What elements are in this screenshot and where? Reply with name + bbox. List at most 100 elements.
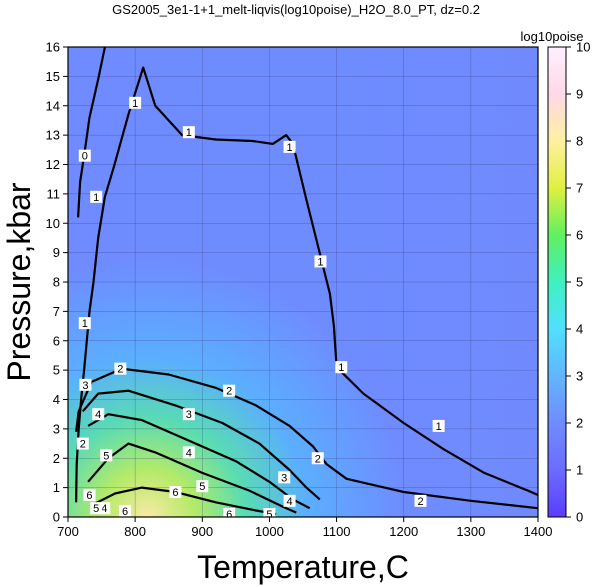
contour-label-box bbox=[129, 96, 142, 109]
contour-label-box bbox=[182, 126, 195, 139]
contour-label-box bbox=[335, 361, 348, 374]
contour-label-box bbox=[283, 494, 296, 507]
colorbar-tick-label: 0 bbox=[576, 510, 583, 525]
contour-label-text: 2 bbox=[417, 496, 423, 508]
contour-label-box bbox=[182, 446, 195, 459]
contour-label-text: 1 bbox=[287, 142, 293, 154]
y-tick-label: 12 bbox=[46, 157, 60, 172]
contour-label-box bbox=[90, 190, 103, 203]
colorbar-ticks: 0 1 2 3 4 5 6 7 8 9 10 bbox=[566, 40, 590, 525]
contour-label-box bbox=[90, 502, 103, 515]
y-tick-label: 15 bbox=[46, 69, 60, 84]
contour-label-box bbox=[79, 378, 92, 391]
y-axis-label: Pressure,kbar bbox=[1, 182, 37, 382]
contour-label-text: 1 bbox=[82, 318, 88, 330]
contour-label-box bbox=[92, 408, 105, 421]
contour-label-text: 1 bbox=[338, 362, 344, 374]
contour-label: 1 bbox=[90, 190, 103, 204]
contour-label-text: 4 bbox=[95, 409, 101, 421]
contour-label-text: 2 bbox=[226, 386, 232, 398]
contour-label: 5 bbox=[90, 502, 103, 515]
contour-label-text: 4 bbox=[287, 496, 293, 508]
colorbar-tick-label: 4 bbox=[576, 322, 583, 337]
contour-label-box bbox=[196, 480, 209, 493]
colorbar-tick-label: 7 bbox=[576, 181, 583, 196]
contour-label-text: 4 bbox=[186, 447, 192, 459]
contour-label-text: 5 bbox=[199, 481, 205, 493]
colorbar-tick-label: 9 bbox=[576, 87, 583, 102]
y-tick-label: 6 bbox=[53, 333, 60, 348]
chart-title: GS2005_3e1-1+1_melt-liqvis(log10poise)_H… bbox=[112, 2, 480, 17]
contour-label: 1 bbox=[283, 140, 296, 154]
contour-label-text: 5 bbox=[266, 509, 272, 521]
colorbar-tick-label: 10 bbox=[576, 40, 590, 55]
contour-label: 1 bbox=[335, 361, 348, 374]
contour-line-1 bbox=[75, 66, 538, 503]
contour-line-3 bbox=[81, 389, 321, 501]
contour-label-box bbox=[78, 317, 91, 330]
contour-label-text: 6 bbox=[86, 490, 92, 502]
colorbar-tick-label: 8 bbox=[576, 134, 583, 149]
y-tick-label: 1 bbox=[53, 480, 60, 495]
contour-label: 5 bbox=[196, 480, 209, 493]
contour-label-box bbox=[76, 437, 89, 450]
contour-label-text: 0 bbox=[82, 151, 88, 163]
contour-label-box bbox=[78, 149, 91, 162]
colorbar-label: log10poise bbox=[521, 29, 584, 44]
y-tick-label: 7 bbox=[53, 304, 60, 319]
contour-label-text: 2 bbox=[315, 453, 321, 465]
x-tick-label: 1400 bbox=[524, 524, 553, 539]
y-tick-label: 8 bbox=[53, 275, 60, 290]
contour-label: 1 bbox=[78, 317, 91, 330]
contour-label-box bbox=[283, 140, 296, 153]
colorbar bbox=[547, 46, 567, 518]
colorbar-tick-label: 1 bbox=[576, 463, 583, 478]
y-tick-label: 16 bbox=[46, 40, 60, 55]
contour-label: 3 bbox=[278, 471, 291, 484]
contour-line-0 bbox=[77, 47, 106, 218]
x-tick-label: 1000 bbox=[255, 524, 284, 539]
y-tick-label: 13 bbox=[46, 128, 60, 143]
contour-label-text: 1 bbox=[436, 421, 442, 433]
contour-label-text: 3 bbox=[82, 380, 88, 392]
contour-label-text: 1 bbox=[93, 192, 99, 204]
contour-label: 4 bbox=[283, 494, 296, 508]
contour-label-box bbox=[314, 255, 327, 268]
y-tick-label: 0 bbox=[53, 510, 60, 525]
contour-label: 5 bbox=[100, 449, 113, 462]
contour-label-text: 6 bbox=[122, 506, 128, 518]
y-tick-label: 11 bbox=[47, 186, 61, 201]
contour-label-box bbox=[182, 408, 195, 421]
contour-label: 1 bbox=[432, 419, 445, 433]
x-tick-label: 800 bbox=[124, 524, 146, 539]
x-tick-label: 1100 bbox=[323, 524, 351, 539]
contour-label-text: 5 bbox=[103, 450, 109, 462]
contour-label-box bbox=[263, 508, 276, 517]
contour-label: 5 bbox=[263, 508, 276, 521]
x-tick-label: 700 bbox=[57, 524, 79, 539]
x-tick-label: 1300 bbox=[456, 524, 485, 539]
y-tick-label: 4 bbox=[53, 392, 60, 407]
colorbar-tick-label: 2 bbox=[576, 416, 583, 431]
y-tick-label: 10 bbox=[46, 216, 60, 231]
contour-label: 1 bbox=[182, 126, 195, 139]
contour-label: 0 bbox=[78, 149, 91, 163]
contour-label-box bbox=[223, 508, 236, 517]
y-tick-label: 3 bbox=[53, 421, 60, 436]
contour-label: 3 bbox=[182, 408, 195, 421]
contour-label-box bbox=[311, 452, 324, 465]
contour-label-text: 6 bbox=[172, 487, 178, 499]
contour-label-box bbox=[119, 505, 132, 517]
contour-label-text: 2 bbox=[80, 439, 86, 451]
contour-label: 2 bbox=[76, 437, 89, 451]
contour-label: 1 bbox=[129, 96, 142, 110]
contour-label: 2 bbox=[414, 494, 427, 508]
contour-label-box bbox=[223, 384, 236, 397]
colorbar-tick-label: 6 bbox=[576, 228, 583, 243]
contour-label: 3 bbox=[79, 378, 92, 392]
y-tick-label: 14 bbox=[46, 98, 60, 113]
contour-label-text: 1 bbox=[317, 256, 323, 268]
